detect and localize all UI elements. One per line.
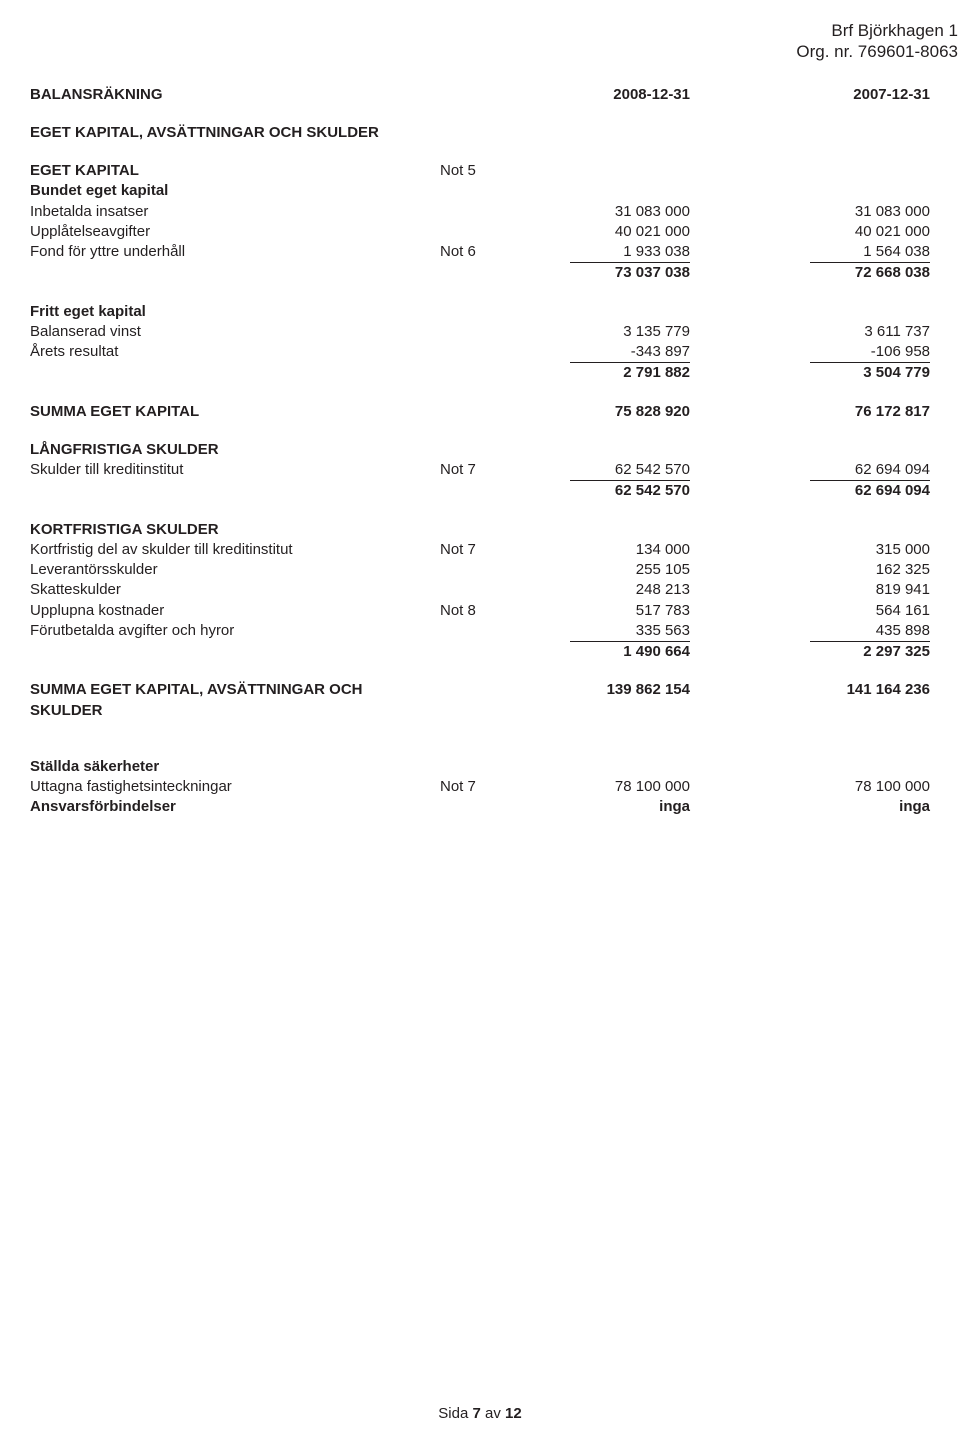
row-value: 819 941 [730, 580, 930, 600]
row-value: 315 000 [730, 540, 930, 560]
row-value: 162 325 [730, 560, 930, 580]
total-value: 76 172 817 [730, 402, 930, 422]
row-value: 248 213 [530, 580, 730, 600]
row-value: 78 100 000 [530, 777, 730, 797]
row-label: Uttagna fastighetsinteckningar [30, 777, 440, 797]
grand-total-label: SUMMA EGET KAPITAL, AVSÄTTNINGAR OCH [30, 680, 440, 700]
subtotal: 62 542 570 [530, 480, 730, 501]
row-value: 1 933 038 [530, 242, 730, 262]
note-ref: Not 7 [440, 460, 530, 480]
org-number: Org. nr. 769601-8063 [30, 41, 958, 62]
grand-total-label: SKULDER [30, 701, 440, 721]
row-value: 3 611 737 [730, 322, 930, 342]
row-value: 31 083 000 [530, 202, 730, 222]
subtotal: 3 504 779 [730, 362, 930, 383]
section-heading: EGET KAPITAL, AVSÄTTNINGAR OCH SKULDER [30, 123, 930, 143]
row-label: Upplåtelseavgifter [30, 222, 440, 242]
section-heading: KORTFRISTIGA SKULDER [30, 520, 930, 540]
eget-kapital-label: EGET KAPITAL [30, 161, 440, 181]
row-value: 335 563 [530, 621, 730, 641]
date-col-1: 2008-12-31 [530, 85, 730, 105]
row-value: 31 083 000 [730, 202, 930, 222]
subtotal: 73 037 038 [530, 262, 730, 283]
row-label: Kortfristig del av skulder till kreditin… [30, 540, 440, 560]
row-label: Skulder till kreditinstitut [30, 460, 440, 480]
row-label: Inbetalda insatser [30, 202, 440, 222]
footer-post: av [481, 1405, 505, 1422]
row-value: 435 898 [730, 621, 930, 641]
grand-total-value: 139 862 154 [530, 680, 730, 700]
note-ref: Not 7 [440, 540, 530, 560]
row-label: Upplupna kostnader [30, 601, 440, 621]
report-title: BALANSRÄKNING [30, 85, 440, 105]
row-value: 62 694 094 [730, 460, 930, 480]
row-value: 255 105 [530, 560, 730, 580]
row-label: Skatteskulder [30, 580, 440, 600]
balance-sheet-table: BALANSRÄKNING 2008-12-31 2007-12-31 EGET… [30, 85, 930, 818]
subtotal: 62 694 094 [730, 480, 930, 501]
row-label: Balanserad vinst [30, 322, 440, 342]
page-total: 12 [505, 1405, 522, 1422]
fritt-heading: Fritt eget kapital [30, 302, 930, 322]
page-footer: Sida 7 av 12 [30, 1404, 930, 1424]
date-col-2: 2007-12-31 [730, 85, 930, 105]
footer-pre: Sida [438, 1405, 472, 1422]
row-label: Förutbetalda avgifter och hyror [30, 621, 440, 641]
page-number: 7 [472, 1405, 480, 1422]
row-value: 1 564 038 [730, 242, 930, 262]
subtotal: 1 490 664 [530, 641, 730, 662]
subtotal: 2 297 325 [730, 641, 930, 662]
section-heading: Ställda säkerheter [30, 757, 930, 777]
note-ref: Not 8 [440, 601, 530, 621]
note-ref: Not 7 [440, 777, 530, 797]
total-value: 75 828 920 [530, 402, 730, 422]
row-label: Fond för yttre underhåll [30, 242, 440, 262]
total-eget-label: SUMMA EGET KAPITAL [30, 402, 440, 422]
note-ref: Not 6 [440, 242, 530, 262]
row-value: 3 135 779 [530, 322, 730, 342]
subtotal: 2 791 882 [530, 362, 730, 383]
row-value: inga [530, 797, 730, 817]
company-name: Brf Björkhagen 1 [30, 20, 958, 41]
subtotal: 72 668 038 [730, 262, 930, 283]
row-value: 62 542 570 [530, 460, 730, 480]
row-label: Årets resultat [30, 342, 440, 362]
row-value: -106 958 [730, 342, 930, 362]
row-label: Ansvarsförbindelser [30, 797, 440, 817]
row-value: 134 000 [530, 540, 730, 560]
row-value: -343 897 [530, 342, 730, 362]
row-value: 517 783 [530, 601, 730, 621]
row-value: 40 021 000 [530, 222, 730, 242]
row-value: 40 021 000 [730, 222, 930, 242]
row-value: 564 161 [730, 601, 930, 621]
row-value: 78 100 000 [730, 777, 930, 797]
document-header: Brf Björkhagen 1 Org. nr. 769601-8063 [30, 20, 958, 63]
section-heading: LÅNGFRISTIGA SKULDER [30, 440, 930, 460]
row-label: Leverantörsskulder [30, 560, 440, 580]
row-value: inga [730, 797, 930, 817]
note-ref: Not 5 [440, 161, 530, 181]
bundet-heading: Bundet eget kapital [30, 181, 930, 201]
grand-total-value: 141 164 236 [730, 680, 930, 700]
